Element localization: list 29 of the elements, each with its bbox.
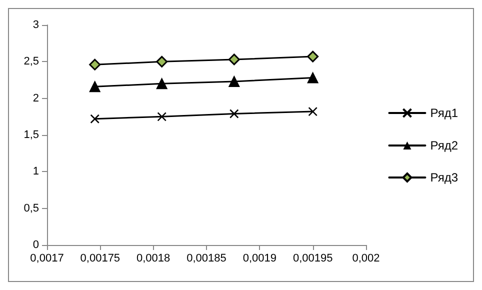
- y-tick-label: 0: [32, 239, 39, 251]
- x-tick-label: 0,0019: [242, 252, 276, 264]
- point: [307, 50, 319, 62]
- point: [228, 76, 240, 87]
- point: [89, 81, 100, 92]
- y-tick-label: 2,5: [24, 56, 39, 68]
- y-tick-label: 3: [32, 19, 39, 31]
- point: [90, 114, 100, 124]
- y-tick-label: 2: [32, 92, 39, 104]
- x-tick-label: 0,00185: [186, 252, 226, 264]
- point: [89, 58, 101, 70]
- x-tick-label: 0,00195: [292, 252, 333, 264]
- point: [229, 109, 239, 118]
- y-tick-label: 0,5: [24, 202, 39, 214]
- point: [307, 72, 318, 84]
- x-tick-label: 0,0017: [30, 252, 64, 264]
- legend-label: Ряд2: [430, 138, 458, 152]
- y-tick-label: 1,5: [24, 129, 39, 141]
- x-tick-label: 0,0018: [136, 252, 170, 264]
- legend-label: Ряд1: [430, 106, 458, 120]
- point: [308, 106, 318, 116]
- point: [228, 54, 240, 66]
- point: [156, 56, 168, 68]
- legend-label: Ряд3: [430, 170, 458, 184]
- x-tick-label: 0,00175: [80, 252, 120, 264]
- point: [157, 112, 166, 122]
- y-tick-label: 1: [32, 166, 39, 178]
- x-tick-label: 0,002: [352, 252, 380, 264]
- point: [156, 78, 168, 90]
